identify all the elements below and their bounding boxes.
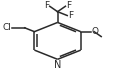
Text: F: F — [67, 11, 72, 20]
Text: Cl: Cl — [3, 23, 12, 32]
Text: N: N — [53, 60, 61, 70]
Text: F: F — [44, 1, 49, 10]
Text: O: O — [91, 27, 98, 36]
Text: F: F — [65, 1, 70, 10]
